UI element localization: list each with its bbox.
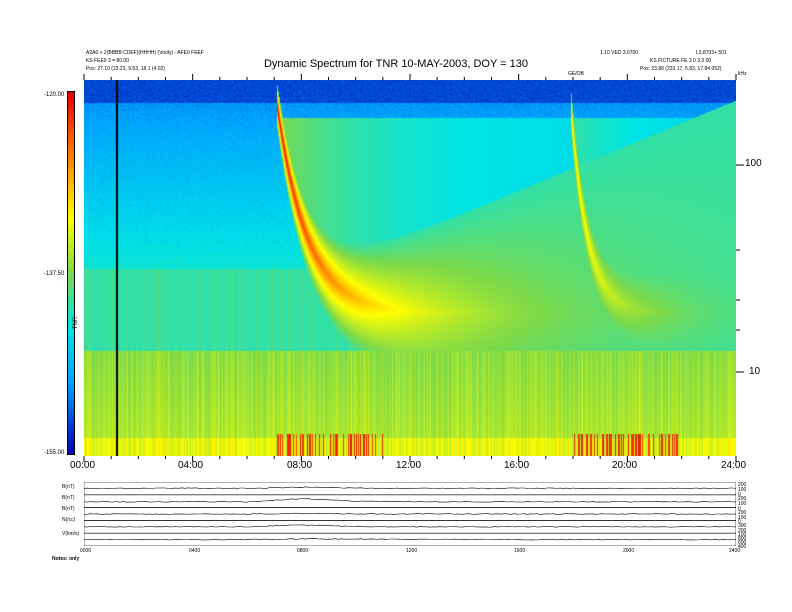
- series-label-n: N(/cc): [62, 517, 76, 523]
- header-left-3: Pos: 27.10 (23.23, 9.53, 18.1 (4.02): [86, 66, 165, 72]
- y-tick-label-10: 10: [749, 366, 761, 377]
- header-right-4: Pos: 23.88 (233.17, 5.83, 17.84 052): [640, 66, 722, 72]
- right-axis-label-11: 200: [738, 528, 747, 534]
- series-label-b3: B(nT): [62, 506, 75, 512]
- right-axis-label-3: 0: [738, 492, 741, 498]
- lower-x-tick-1600: 1600: [514, 548, 526, 554]
- colorbar-tick-bottom: -155.00: [44, 450, 65, 456]
- x-tick-label-0400: 04:00: [178, 460, 204, 471]
- right-axis-label-8: 100: [738, 515, 747, 521]
- x-tick-label-2400: 24:00: [721, 460, 747, 471]
- colorbar-tick-mid: -137.50: [44, 271, 65, 277]
- colorbar-label: TNR: [73, 316, 80, 330]
- header-right-2: L3.8703+.501: [696, 50, 727, 56]
- series-line: [84, 538, 736, 541]
- series-line: [84, 512, 736, 515]
- header-left-2: KS FEE0 3 = 80.00: [86, 58, 129, 64]
- series-band: [84, 532, 736, 546]
- footer-note: Notes: only: [52, 556, 80, 562]
- right-axis-label-10: 300: [738, 523, 747, 529]
- series-line: [84, 498, 736, 503]
- y-tick-label-100: 100: [745, 158, 762, 169]
- series-label-v: V(km/s): [62, 531, 80, 537]
- series-line: [84, 524, 736, 528]
- right-axis-label-2: 100: [738, 487, 747, 493]
- dynamic-spectrum-heatmap: [84, 80, 736, 456]
- right-axis-label-13: 800: [738, 536, 747, 542]
- lower-x-tick-0400: 0400: [189, 548, 201, 554]
- right-axis-label-9: 0: [738, 519, 741, 525]
- series-line: [84, 486, 736, 490]
- lower-x-tick-2400: 2400: [729, 548, 741, 554]
- x-tick-label-1600: 16:00: [504, 460, 530, 471]
- x-tick-label-1200: 12:00: [396, 460, 422, 471]
- solar-wind-panel: [84, 482, 736, 546]
- lower-x-tick-1200: 1200: [406, 548, 418, 554]
- right-axis-label-15: 400: [738, 544, 747, 550]
- right-axis-label-12: 100: [738, 532, 747, 538]
- right-axis-label-4: 200: [738, 496, 747, 502]
- header-right-1: 1.10 VED 3.0700: [600, 50, 639, 56]
- header-right-3: KS FICTURE FE 3.0 3.3 00: [650, 58, 712, 64]
- x-tick-label-2000: 20:00: [612, 460, 638, 471]
- right-axis-label-1: 200: [738, 482, 747, 488]
- x-tick-label-0800: 08:00: [287, 460, 313, 471]
- y-ticks-right: [736, 164, 744, 373]
- right-axis-label-7: 200: [738, 510, 747, 516]
- right-axis-label-14: 600: [738, 540, 747, 546]
- series-label-b1: B(nT): [62, 484, 75, 490]
- x-tick-label-0000: 00:00: [70, 460, 96, 471]
- header-left-1: A2A0 + 2(BBBB:CDEF)(HHHH) (Vooly) - AFE0…: [86, 50, 204, 56]
- lower-x-tick-2000: 2000: [623, 548, 635, 554]
- lower-x-tick-0800: 0800: [297, 548, 309, 554]
- colorbar: [67, 91, 75, 455]
- right-axis-label-6: 0: [738, 506, 741, 512]
- series-label-b2: B(nT): [62, 495, 75, 501]
- lower-x-tick-0000: 0000: [80, 548, 92, 554]
- event-marker-label: GE/OB: [568, 71, 584, 77]
- y-unit-label: kHz: [738, 71, 747, 77]
- series-band: [84, 494, 736, 508]
- colorbar-tick-top: -120.00: [44, 92, 65, 98]
- chart-title: Dynamic Spectrum for TNR 10-MAY-2003, DO…: [263, 58, 528, 70]
- right-axis-label-5: 100: [738, 501, 747, 507]
